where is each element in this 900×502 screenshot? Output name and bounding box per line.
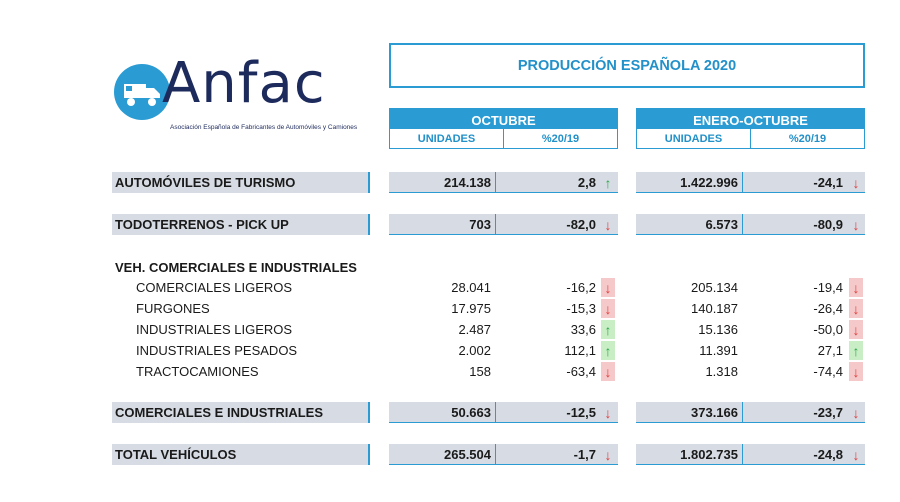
oct-pct: 112,1 (564, 343, 596, 358)
arrow-down-icon: ↓ (852, 174, 860, 191)
arrow-down-icon: ↓ (601, 362, 615, 381)
ytd-pct: -50,0 (813, 322, 843, 337)
ytd-pct: -24,1 (813, 175, 843, 190)
logo-subtitle: Asociación Española de Fabricantes de Au… (170, 124, 358, 131)
section-label: VEH. COMERCIALES E INDUSTRIALES (115, 260, 357, 275)
oct-units: 28.041 (451, 280, 491, 295)
ytd-pct: 27,1 (817, 343, 843, 358)
oct-pct: -1,7 (573, 447, 596, 462)
oct-pct: -12,5 (566, 405, 596, 420)
arrow-down-icon: ↓ (604, 404, 612, 421)
ytd-units: 205.134 (691, 280, 738, 295)
ytd-pct: -26,4 (813, 301, 843, 316)
oct-pct: 2,8 (577, 175, 596, 190)
arrow-down-icon: ↓ (601, 299, 615, 318)
arrow-up-icon: ↑ (604, 174, 612, 191)
arrow-down-icon: ↓ (849, 278, 863, 297)
table-row-furgones: FURGONES 17.975 -15,3 ↓ 140.187 -26,4 ↓ (112, 298, 872, 319)
arrow-up-icon: ↑ (849, 341, 863, 360)
section-header-commercial: VEH. COMERCIALES E INDUSTRIALES (112, 257, 872, 278)
oct-units: 17.975 (451, 301, 491, 316)
arrow-down-icon: ↓ (849, 362, 863, 381)
arrow-up-icon: ↑ (601, 341, 615, 360)
row-label: INDUSTRIALES PESADOS (136, 343, 298, 358)
oct-units: 50.663 (451, 405, 491, 420)
oct-units: 158 (469, 364, 491, 379)
ytd-units: 11.391 (699, 343, 738, 358)
oct-pct: -15,3 (566, 301, 596, 316)
ytd-pct: -80,9 (813, 217, 843, 232)
oct-pct: -82,0 (566, 217, 596, 232)
table-row-total: TOTAL VEHÍCULOS 265.504 -1,7 ↓ 1.802.735… (112, 444, 872, 465)
group-enero-octubre: ENERO-OCTUBRE UNIDADES %20/19 (636, 108, 865, 149)
table-row-tractocamiones: TRACTOCAMIONES 158 -63,4 ↓ 1.318 -74,4 ↓ (112, 361, 872, 382)
ytd-pct: -19,4 (813, 280, 843, 295)
table-row-todoterrenos: TODOTERRENOS - PICK UP 703 -82,0 ↓ 6.573… (112, 214, 872, 235)
arrow-down-icon: ↓ (852, 404, 860, 421)
ytd-units: 373.166 (691, 405, 738, 420)
ytd-pct: -23,7 (813, 405, 843, 420)
col-header-pct: %20/19 (541, 132, 580, 145)
group-octubre: OCTUBRE UNIDADES %20/19 (389, 108, 618, 149)
table-row-industriales-ligeros: INDUSTRIALES LIGEROS 2.487 33,6 ↑ 15.136… (112, 319, 872, 340)
oct-pct: -63,4 (566, 364, 596, 379)
table-row-comerciales-industriales: COMERCIALES E INDUSTRIALES 50.663 -12,5 … (112, 402, 872, 423)
arrow-down-icon: ↓ (852, 446, 860, 463)
ytd-units: 15.136 (698, 322, 738, 337)
ytd-units: 1.318 (705, 364, 738, 379)
row-label: AUTOMÓVILES DE TURISMO (115, 175, 296, 190)
report-title-box: PRODUCCIÓN ESPAÑOLA 2020 (389, 43, 865, 88)
arrow-down-icon: ↓ (601, 278, 615, 297)
row-label: FURGONES (136, 301, 210, 316)
table-row-turismo: AUTOMÓVILES DE TURISMO 214.138 2,8 ↑ 1.4… (112, 172, 872, 193)
arrow-down-icon: ↓ (604, 216, 612, 233)
ytd-units: 1.802.735 (680, 447, 738, 462)
row-label: TODOTERRENOS - PICK UP (115, 217, 289, 232)
oct-units: 2.487 (458, 322, 491, 337)
oct-pct: -16,2 (566, 280, 596, 295)
ytd-pct: -74,4 (813, 364, 843, 379)
table-row-industriales-pesados: INDUSTRIALES PESADOS 2.002 112,1 ↑ 11.39… (112, 340, 872, 361)
group-header-octubre: OCTUBRE (389, 108, 618, 129)
arrow-down-icon: ↓ (604, 446, 612, 463)
group-header-enero-octubre: ENERO-OCTUBRE (636, 108, 865, 129)
ytd-pct: -24,8 (813, 447, 843, 462)
col-header-units: UNIDADES (637, 129, 751, 148)
row-label: INDUSTRIALES LIGEROS (136, 322, 293, 337)
logo-wordmark: Anfac (162, 51, 326, 116)
oct-units: 214.138 (444, 175, 491, 190)
oct-units: 703 (469, 217, 491, 232)
report-title: PRODUCCIÓN ESPAÑOLA 2020 (517, 57, 737, 74)
truck-emblem-icon (114, 64, 170, 120)
row-label: COMERCIALES E INDUSTRIALES (115, 405, 324, 420)
ytd-units: 1.422.996 (680, 175, 738, 190)
arrow-up-icon: ↑ (601, 320, 615, 339)
col-header-pct: %20/19 (788, 132, 827, 145)
arrow-down-icon: ↓ (849, 299, 863, 318)
col-header-units: UNIDADES (390, 129, 504, 148)
oct-units: 265.504 (444, 447, 491, 462)
ytd-units: 6.573 (705, 217, 738, 232)
table-row-comerciales-ligeros: COMERCIALES LIGEROS 28.041 -16,2 ↓ 205.1… (112, 277, 872, 298)
oct-units: 2.002 (458, 343, 491, 358)
oct-pct: 33,6 (570, 322, 596, 337)
row-label: COMERCIALES LIGEROS (136, 280, 293, 295)
row-label: TOTAL VEHÍCULOS (115, 447, 237, 462)
row-label: TRACTOCAMIONES (136, 364, 259, 379)
arrow-down-icon: ↓ (849, 320, 863, 339)
ytd-units: 140.187 (691, 301, 738, 316)
anfac-logo: Anfac Asociación Española de Fabricantes… (112, 56, 362, 134)
arrow-down-icon: ↓ (852, 216, 860, 233)
